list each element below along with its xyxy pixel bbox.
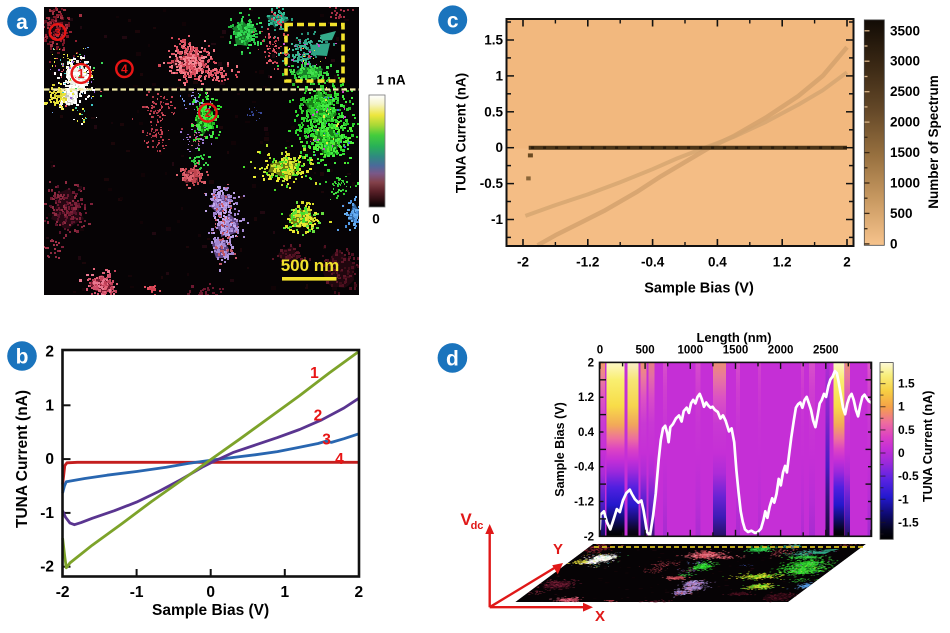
svg-text:1: 1	[77, 66, 84, 81]
svg-text:1.2: 1.2	[578, 392, 594, 404]
svg-text:2: 2	[204, 106, 211, 120]
svg-text:-0.4: -0.4	[641, 255, 665, 270]
svg-text:TUNA Current (nA): TUNA Current (nA)	[921, 391, 935, 502]
svg-text:1000: 1000	[678, 345, 704, 357]
svg-text:-1: -1	[40, 505, 54, 522]
svg-text:-0.5: -0.5	[898, 469, 919, 483]
svg-text:1: 1	[898, 400, 905, 414]
svg-text:Length (nm): Length (nm)	[696, 330, 771, 345]
svg-text:-1.5: -1.5	[898, 516, 919, 530]
svg-text:2000: 2000	[890, 115, 920, 130]
svg-text:Sample Bias (V): Sample Bias (V)	[553, 402, 567, 496]
svg-text:1500: 1500	[890, 145, 920, 160]
svg-text:d: d	[446, 347, 459, 370]
svg-text:3500: 3500	[890, 23, 920, 38]
svg-text:0: 0	[45, 451, 54, 468]
svg-text:1.2: 1.2	[773, 255, 792, 270]
svg-text:1: 1	[310, 365, 319, 382]
svg-text:1: 1	[45, 397, 54, 414]
svg-text:2000: 2000	[768, 345, 794, 357]
svg-text:2: 2	[45, 344, 54, 361]
svg-text:Sample Bias (V): Sample Bias (V)	[644, 281, 754, 297]
svg-text:TUNA Current (nA): TUNA Current (nA)	[14, 390, 31, 528]
svg-text:TUNA Current (nA): TUNA Current (nA)	[454, 73, 469, 193]
svg-text:-1: -1	[898, 492, 909, 506]
svg-text:0: 0	[898, 446, 905, 460]
svg-text:3: 3	[54, 27, 60, 39]
svg-text:500 nm: 500 nm	[281, 256, 340, 275]
svg-text:X: X	[595, 608, 605, 625]
svg-text:dc: dc	[471, 520, 484, 532]
svg-text:-2: -2	[517, 255, 529, 270]
svg-text:0.4: 0.4	[578, 427, 595, 439]
svg-text:-2: -2	[584, 531, 594, 543]
svg-text:0: 0	[206, 584, 215, 601]
svg-text:b: b	[16, 346, 29, 369]
svg-text:2500: 2500	[813, 345, 839, 357]
svg-text:2: 2	[354, 584, 363, 601]
svg-text:3: 3	[322, 432, 331, 449]
svg-text:4: 4	[335, 451, 344, 468]
svg-text:0.4: 0.4	[708, 255, 727, 270]
svg-text:2500: 2500	[890, 84, 920, 99]
svg-text:2: 2	[588, 357, 594, 369]
svg-text:-0.4: -0.4	[574, 462, 594, 474]
svg-text:1 nA: 1 nA	[376, 73, 406, 88]
svg-text:4: 4	[121, 62, 128, 76]
svg-text:0: 0	[372, 212, 380, 227]
svg-text:1: 1	[280, 584, 289, 601]
svg-text:2: 2	[843, 255, 851, 270]
svg-text:1500: 1500	[723, 345, 749, 357]
svg-text:1: 1	[495, 68, 503, 83]
svg-text:-2: -2	[56, 584, 70, 601]
svg-text:-0.5: -0.5	[480, 176, 504, 191]
svg-text:-1.2: -1.2	[574, 497, 594, 509]
svg-text:1.5: 1.5	[898, 377, 915, 391]
svg-text:2: 2	[314, 408, 323, 425]
svg-text:Sample Bias (V): Sample Bias (V)	[152, 602, 269, 619]
svg-text:3000: 3000	[890, 54, 920, 69]
svg-text:a: a	[16, 11, 28, 34]
svg-text:Y: Y	[553, 541, 563, 558]
svg-text:-1.2: -1.2	[576, 255, 599, 270]
svg-text:V: V	[460, 510, 472, 529]
svg-text:1000: 1000	[890, 176, 920, 191]
svg-text:1.5: 1.5	[484, 33, 503, 48]
svg-text:c: c	[447, 9, 459, 32]
svg-text:-1: -1	[130, 584, 144, 601]
svg-text:-2: -2	[40, 559, 54, 576]
svg-text:Number of Spectrum: Number of Spectrum	[926, 75, 941, 209]
svg-text:-1: -1	[491, 212, 503, 227]
svg-text:0.5: 0.5	[898, 423, 915, 437]
svg-text:500: 500	[890, 206, 913, 221]
svg-text:0: 0	[597, 345, 603, 357]
svg-text:0: 0	[495, 140, 503, 155]
svg-text:0.5: 0.5	[484, 104, 503, 119]
svg-text:500: 500	[636, 345, 655, 357]
svg-text:0: 0	[890, 236, 898, 251]
